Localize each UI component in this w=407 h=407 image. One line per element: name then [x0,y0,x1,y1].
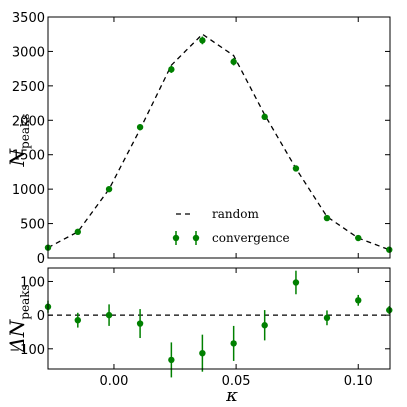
convergence-point [74,228,82,236]
top-ytick-label: 0 [37,252,45,267]
bottom-plot-frame [47,267,391,370]
bottom-y-axis-label: ΔNpeaks [5,284,32,352]
convergence-point [136,123,144,131]
bottom-ytick-label: 0 [37,309,45,324]
bottom-ytick-label: 100 [20,275,45,290]
residual-point [292,279,300,286]
convergence-point [168,66,175,73]
residual-point [261,322,268,329]
residual-point [199,349,206,357]
residual-point [323,314,331,322]
top-ytick-label: 2500 [12,80,45,95]
bottom-ticks: −100 0 100 0.00 0.05 0.10 [9,268,390,389]
top-panel: 0 500 1000 1500 2000 2500 3000 3500 Npeaks rand… [5,11,393,267]
residual-point [386,306,393,314]
convergence-point [199,37,206,44]
top-marks [44,33,393,253]
bottom-xtick-label: 0.10 [344,374,373,389]
residual-point [74,316,82,324]
legend: random convergence [172,207,290,245]
random-line [47,33,390,251]
convergence-point [355,234,362,242]
convergence-point [261,113,268,121]
bottom-panel: −100 0 100 0.00 0.05 0.10 ΔNpeaks κ [5,267,393,406]
bottom-ylabel-subscript: peaks [18,284,32,319]
convergence-point [323,214,331,222]
convergence-point [230,58,237,65]
top-ticks: 0 500 1000 1500 2000 2500 3000 3500 [12,11,390,267]
bottom-xtick-label: 0.00 [99,374,128,389]
bottom-x-axis-label: κ [225,385,238,406]
top-ytick-label: 1000 [12,183,45,198]
legend-random-label: random [212,207,260,221]
residual-point [355,297,362,304]
residual-point [168,356,175,364]
residual-point [230,340,237,347]
legend-convergence-label: convergence [212,231,290,245]
convergence-point [105,185,113,193]
top-ylabel-subscript: peaks [18,114,32,149]
top-y-axis-label: Npeaks [5,114,32,168]
bottom-ylabel-symbol: ΔN [5,318,29,352]
convergence-point [386,246,393,253]
legend-convergence-swatch [172,231,200,245]
residual-point [105,311,113,319]
top-ytick-label: 3500 [12,11,45,26]
top-plot-frame [47,16,391,259]
convergence-point [292,165,300,172]
top-ytick-label: 2000 [12,114,45,129]
top-ytick-label: 500 [20,218,45,233]
bottom-marks [44,270,393,378]
residual-point [136,320,144,327]
top-ytick-label: 1500 [12,149,45,164]
bottom-xtick-label: 0.05 [222,374,251,389]
top-ytick-label: 3000 [12,45,45,60]
bottom-ytick-label: −100 [9,343,45,358]
top-ylabel-symbol: N [5,147,29,167]
